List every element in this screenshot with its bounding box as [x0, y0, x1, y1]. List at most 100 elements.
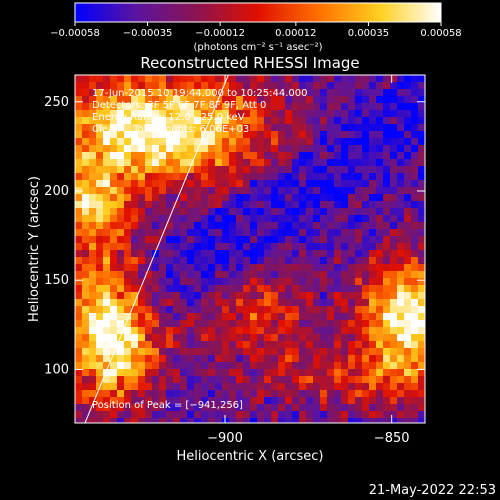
heatmap-cell — [131, 208, 139, 216]
heatmap-cell — [159, 187, 167, 195]
heatmap-cell — [215, 229, 223, 237]
heatmap-cell — [264, 89, 272, 97]
heatmap-cell — [306, 145, 314, 153]
heatmap-cell — [390, 341, 398, 349]
heatmap-cell — [299, 96, 307, 104]
heatmap-cell — [82, 334, 90, 342]
heatmap-cell — [264, 292, 272, 300]
heatmap-cell — [257, 180, 265, 188]
heatmap-cell — [124, 397, 132, 405]
heatmap-cell — [383, 89, 391, 97]
heatmap-cell — [152, 341, 160, 349]
heatmap-cell — [124, 369, 132, 377]
heatmap-cell — [362, 383, 370, 391]
heatmap-cell — [306, 327, 314, 335]
x-tick-label: −850 — [374, 431, 410, 446]
heatmap-cell — [145, 173, 153, 181]
heatmap-cell — [397, 82, 405, 90]
heatmap-cell — [124, 131, 132, 139]
heatmap-cell — [138, 166, 146, 174]
heatmap-cell — [369, 166, 377, 174]
heatmap-cell — [397, 271, 405, 279]
heatmap-cell — [236, 215, 244, 223]
heatmap-cell — [229, 278, 237, 286]
heatmap-cell — [397, 411, 405, 419]
heatmap-cell — [271, 222, 279, 230]
colorbar-tick-label: −0.00012 — [195, 28, 245, 39]
heatmap-cell — [355, 89, 363, 97]
heatmap-cell — [271, 215, 279, 223]
heatmap-cell — [110, 75, 118, 83]
heatmap-cell — [110, 341, 118, 349]
heatmap-cell — [348, 187, 356, 195]
heatmap-cell — [222, 397, 230, 405]
heatmap-cell — [313, 313, 321, 321]
heatmap-cell — [369, 229, 377, 237]
heatmap-cell — [390, 166, 398, 174]
heatmap-cell — [411, 222, 419, 230]
heatmap-cell — [285, 103, 293, 111]
heatmap-cell — [411, 327, 419, 335]
heatmap-cell — [341, 404, 349, 412]
heatmap-cell — [397, 292, 405, 300]
heatmap-cell — [145, 166, 153, 174]
heatmap-cell — [215, 194, 223, 202]
heatmap-cell — [194, 215, 202, 223]
heatmap-cell — [320, 271, 328, 279]
heatmap-cell — [390, 313, 398, 321]
colorbar-tick-label: −0.00035 — [123, 28, 173, 39]
heatmap-cell — [355, 103, 363, 111]
heatmap-cell — [180, 320, 188, 328]
heatmap-cell — [187, 292, 195, 300]
heatmap-cell — [215, 215, 223, 223]
heatmap-cell — [327, 236, 335, 244]
heatmap-cell — [306, 159, 314, 167]
heatmap-cell — [215, 327, 223, 335]
heatmap-cell — [243, 271, 251, 279]
heatmap-cell — [201, 208, 209, 216]
heatmap-cell — [369, 355, 377, 363]
heatmap-cell — [362, 117, 370, 125]
heatmap-cell — [166, 103, 174, 111]
heatmap-cell — [82, 117, 90, 125]
heatmap-cell — [138, 250, 146, 258]
heatmap-cell — [376, 327, 384, 335]
heatmap-cell — [306, 257, 314, 265]
heatmap-cell — [243, 89, 251, 97]
heatmap-cell — [194, 96, 202, 104]
heatmap-cell — [215, 285, 223, 293]
heatmap-cell — [166, 404, 174, 412]
heatmap-cell — [369, 383, 377, 391]
heatmap-cell — [145, 138, 153, 146]
heatmap-cell — [397, 215, 405, 223]
heatmap-cell — [292, 75, 300, 83]
heatmap-cell — [383, 215, 391, 223]
heatmap-cell — [117, 131, 125, 139]
heatmap-cell — [418, 194, 425, 202]
heatmap-cell — [250, 404, 258, 412]
heatmap-cell — [243, 355, 251, 363]
heatmap-cell — [313, 110, 321, 118]
heatmap-cell — [138, 131, 146, 139]
heatmap-cell — [376, 201, 384, 209]
heatmap-cell — [117, 103, 125, 111]
heatmap-cell — [82, 110, 90, 118]
heatmap-cell — [404, 187, 412, 195]
heatmap-cell — [82, 187, 90, 195]
heatmap-cell — [96, 103, 104, 111]
heatmap-cell — [299, 159, 307, 167]
heatmap-cell — [166, 131, 174, 139]
heatmap-cell — [117, 320, 125, 328]
heatmap-cell — [89, 82, 97, 90]
heatmap-cell — [362, 334, 370, 342]
heatmap-cell — [215, 278, 223, 286]
heatmap-cell — [404, 194, 412, 202]
heatmap-cell — [243, 187, 251, 195]
heatmap-cell — [362, 124, 370, 132]
heatmap-cell — [131, 271, 139, 279]
heatmap-cell — [397, 131, 405, 139]
heatmap-cell — [208, 334, 216, 342]
heatmap-cell — [341, 180, 349, 188]
heatmap-cell — [75, 383, 83, 391]
heatmap-cell — [82, 243, 90, 251]
